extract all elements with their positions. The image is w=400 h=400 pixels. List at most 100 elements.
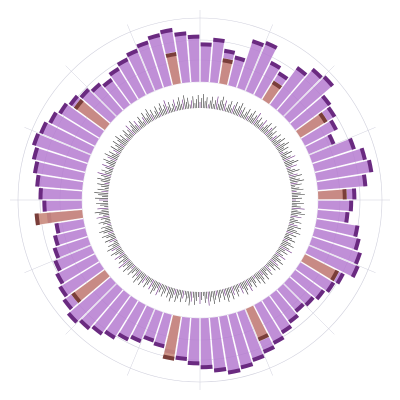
- inner-tick: [276, 251, 284, 257]
- inner-tick: [126, 138, 130, 142]
- inner-tick: [210, 291, 213, 298]
- grid-spoke: [283, 65, 335, 117]
- inner-tick: [286, 231, 294, 235]
- inner-tick: [125, 125, 136, 136]
- inner-tick: [107, 244, 120, 252]
- inner-tick: [267, 132, 273, 138]
- inner-tick: [277, 147, 285, 152]
- inner-tick: [262, 123, 272, 133]
- inner-tick: [280, 151, 288, 156]
- inner-tick: [171, 288, 175, 299]
- inner-tick: [94, 192, 109, 194]
- bar-cap: [330, 269, 340, 282]
- bar-cap: [117, 332, 130, 342]
- inner-tick: [187, 97, 190, 109]
- inner-tick: [98, 212, 109, 215]
- inner-tick: [204, 291, 206, 303]
- bar-purple-33: [253, 300, 285, 346]
- inner-tick: [101, 169, 113, 174]
- inner-tick: [167, 106, 171, 114]
- inner-tick: [290, 214, 298, 216]
- bar-purple-14: [305, 133, 336, 155]
- inner-tick: [99, 228, 113, 234]
- inner-tick: [143, 276, 151, 288]
- inner-tick: [128, 121, 139, 132]
- bar-purple-28: [289, 269, 326, 301]
- bar-cap: [362, 174, 368, 187]
- bar-cap: [318, 112, 328, 124]
- inner-tick: [291, 207, 305, 210]
- inner-tick: [283, 238, 289, 242]
- bar-cap: [354, 252, 362, 265]
- bar-purple-0: [200, 42, 212, 83]
- inner-tick: [286, 168, 291, 171]
- inner-tick: [209, 100, 211, 109]
- inner-tick: [291, 212, 306, 216]
- inner-tick: [148, 279, 155, 290]
- inner-tick: [264, 127, 273, 136]
- bars-layer: [31, 27, 374, 375]
- inner-tick: [158, 283, 163, 293]
- inner-tick: [124, 134, 131, 140]
- inner-tick: [100, 225, 112, 229]
- inner-tick: [256, 272, 266, 284]
- inner-tick: [134, 125, 140, 131]
- inner-tick: [291, 187, 300, 190]
- inner-tick: [133, 271, 143, 283]
- bar-purple-10: [283, 75, 335, 124]
- bar-cap: [54, 222, 61, 234]
- inner-tick: [177, 97, 182, 111]
- inner-tick: [97, 183, 110, 186]
- grid-spoke: [65, 65, 117, 117]
- bar-cap: [326, 106, 337, 118]
- inner-tick: [263, 129, 269, 135]
- inner-tick: [121, 138, 128, 144]
- inner-tick: [161, 284, 165, 290]
- inner-tick: [101, 191, 109, 193]
- inner-tick: [104, 153, 118, 160]
- inner-tick: [122, 257, 129, 263]
- inner-tick: [281, 150, 292, 158]
- inner-tick: [218, 289, 222, 298]
- inner-tick: [215, 290, 218, 296]
- bar-cap: [147, 33, 161, 41]
- inner-tick: [156, 282, 160, 289]
- inner-tick: [289, 220, 302, 224]
- bar-cap: [116, 57, 129, 67]
- inner-tick: [141, 112, 149, 124]
- inner-tick: [232, 285, 236, 291]
- inner-tick: [276, 249, 281, 253]
- inner-tick: [238, 110, 243, 117]
- inner-tick: [241, 114, 244, 119]
- bar-cap: [55, 272, 65, 285]
- inner-tick: [117, 148, 123, 152]
- inner-tick: [158, 111, 162, 117]
- inner-tick: [115, 249, 124, 256]
- inner-tick: [275, 143, 281, 148]
- inner-tick: [118, 256, 128, 264]
- inner-tick: [284, 235, 293, 240]
- bar-purple-50: [66, 276, 117, 324]
- bar-purple-73: [116, 57, 147, 100]
- inner-tick: [267, 262, 276, 271]
- bar-purple-49: [78, 283, 124, 331]
- inner-tick: [154, 106, 160, 118]
- bar-purple-76: [147, 32, 173, 88]
- inner-tick: [206, 97, 208, 109]
- bar-purple-30: [276, 283, 306, 313]
- inner-tick: [122, 260, 131, 268]
- inner-tick: [245, 279, 253, 292]
- inner-tick: [231, 286, 235, 296]
- inner-tick: [242, 281, 249, 291]
- bar-cap: [348, 200, 354, 212]
- inner-tick: [279, 245, 292, 254]
- bar-cap: [311, 67, 323, 80]
- inner-tick: [212, 103, 214, 109]
- inner-tick: [179, 289, 182, 295]
- bar-cap: [353, 238, 361, 251]
- inner-tick: [289, 221, 295, 224]
- bar-purple-13: [300, 119, 339, 147]
- inner-tick: [247, 113, 253, 122]
